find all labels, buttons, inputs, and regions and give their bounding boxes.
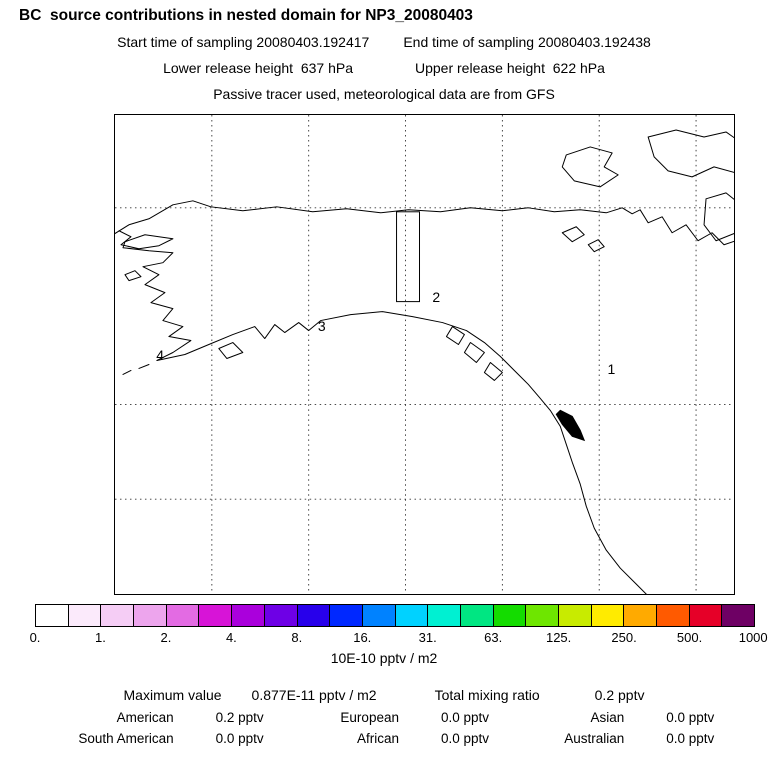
region-name: South American (78, 731, 174, 746)
lower-release-text: Lower release height 637 hPa (163, 60, 353, 76)
region-value: 0.0 pptv (215, 731, 264, 746)
region-stat: Asian 0.0 pptv (497, 710, 722, 725)
maximum-label: Maximum value (123, 687, 222, 703)
map-marker: 3 (567, 419, 576, 436)
figure-title: BC source contributions in nested domain… (19, 7, 473, 24)
colorbar-cell (559, 605, 592, 626)
colorbar-ticks: 0. 1. 2. 4. 8. 16. 31. 63. 125. 250. 500. 1000. (30, 630, 768, 646)
region-value: 0.0 pptv (666, 731, 715, 746)
end-time-text: End time of sampling 20080403.192438 (403, 34, 651, 50)
tracer-note-row: Passive tracer used, meteorological data… (0, 86, 768, 102)
map-marker: 4 (156, 346, 165, 363)
colorbar-tick: 31. (418, 630, 437, 645)
map-marker: 3 (317, 317, 326, 334)
colorbar-cell (689, 605, 723, 626)
region-name: Asian (590, 710, 625, 725)
colorbar-cell (526, 605, 559, 626)
summary-stats: Maximum value 0.877E-11 pptv / m2 Total … (0, 687, 768, 703)
region-stat: American 0.2 pptv (46, 710, 271, 725)
sampling-times-row: Start time of sampling 20080403.192417 E… (0, 34, 768, 50)
colorbar-cell (362, 605, 396, 626)
colorbar-cell (722, 605, 755, 626)
region-stat: South American 0.0 pptv (46, 731, 271, 746)
colorbar-cell (591, 605, 625, 626)
colorbar-cell (232, 605, 265, 626)
colorbar-cell (330, 605, 363, 626)
region-name: Australian (564, 731, 625, 746)
maximum-value: 0.877E-11 pptv / m2 (251, 687, 377, 703)
colorbar-tick: 250. (611, 630, 637, 645)
map-panel: 2 3 4 1 3 (114, 114, 735, 595)
region-name: African (356, 731, 399, 746)
nested-domain-box (396, 211, 421, 303)
colorbar (35, 604, 755, 627)
tracer-note: Passive tracer used, meteorological data… (213, 86, 555, 102)
colorbar-tick: 4. (225, 630, 237, 645)
colorbar-cell (68, 605, 102, 626)
colorbar-cell (199, 605, 233, 626)
map-markers: 2 3 4 1 3 (115, 115, 734, 594)
colorbar-unit-label: 10E-10 pptv / m2 (330, 650, 438, 666)
region-name: American (116, 710, 174, 725)
total-mixing-ratio-value: 0.2 pptv (594, 687, 645, 703)
upper-release-text: Upper release height 622 hPa (415, 60, 605, 76)
colorbar-cell (101, 605, 135, 626)
max-contour-blob (555, 409, 586, 442)
region-value: 0.2 pptv (215, 710, 264, 725)
colorbar-cell (134, 605, 167, 626)
region-stat: Australian 0.0 pptv (497, 731, 722, 746)
start-time-text: Start time of sampling 20080403.192417 (117, 34, 370, 50)
colorbar-cell (395, 605, 429, 626)
colorbar-cell (657, 605, 690, 626)
colorbar-cell (460, 605, 494, 626)
colorbar-tick: 63. (484, 630, 503, 645)
colorbar-tick: 500. (676, 630, 703, 645)
colorbar-cell (166, 605, 200, 626)
coastline (115, 129, 734, 594)
map-marker: 2 (432, 288, 441, 305)
colorbar-cell (297, 605, 331, 626)
colorbar-cell (264, 605, 298, 626)
region-value: 0.0 pptv (440, 731, 489, 746)
region-stat: European 0.0 pptv (271, 710, 496, 725)
colorbar-cell (428, 605, 461, 626)
colorbar-tick: 16. (353, 630, 372, 645)
colorbar-cell (493, 605, 527, 626)
colorbar-tick: 8. (291, 630, 303, 645)
colorbar-tick: 1. (95, 630, 106, 645)
colorbar-cell (36, 605, 69, 626)
colorbar-tick: 0. (29, 630, 41, 645)
total-mixing-ratio-label: Total mixing ratio (434, 687, 540, 703)
region-stat: African 0.0 pptv (271, 731, 496, 746)
colorbar-cell (624, 605, 658, 626)
release-heights-row: Lower release height 637 hPa Upper relea… (0, 60, 768, 76)
colorbar-tick: 125. (545, 630, 572, 645)
region-value: 0.0 pptv (666, 710, 715, 725)
map-svg (115, 115, 734, 594)
colorbar-tick: 1000. (738, 630, 768, 645)
colorbar-tick: 2. (160, 630, 172, 645)
map-marker: 1 (607, 361, 616, 378)
region-value: 0.0 pptv (440, 710, 489, 725)
region-name: European (340, 710, 399, 725)
region-stats: American 0.2 pptv European 0.0 pptv Asian 0.0… (46, 710, 722, 746)
